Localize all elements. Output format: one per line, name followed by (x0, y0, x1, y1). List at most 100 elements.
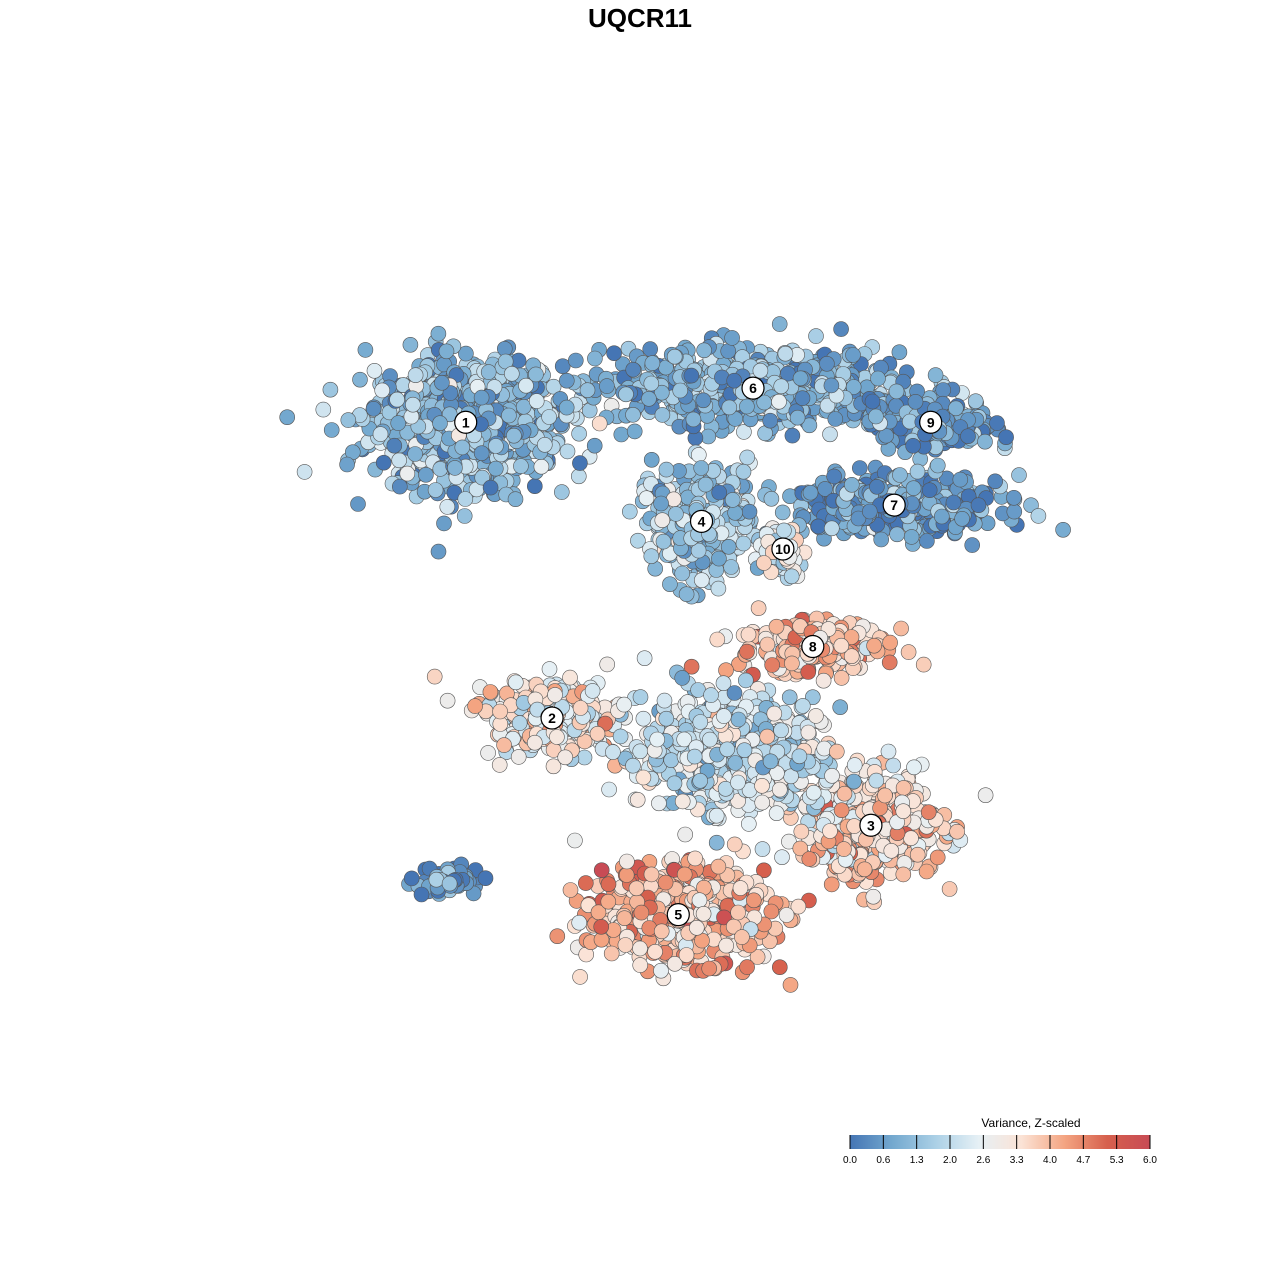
scatter-point (473, 445, 490, 462)
scatter-point (642, 341, 659, 357)
scatter-point (418, 466, 434, 483)
scatter-point (726, 372, 743, 389)
scatter-point (599, 656, 616, 673)
scatter-point (869, 478, 885, 495)
scatter-point (739, 398, 755, 415)
scatter-point (1006, 489, 1022, 506)
scatter-point (390, 415, 407, 431)
scatter-point (374, 382, 391, 399)
scatter-point (643, 548, 660, 565)
scatter-point (697, 476, 714, 493)
scatter-point (372, 426, 389, 442)
scatter-point (507, 491, 524, 508)
scatter-point (322, 381, 339, 398)
scatter-point (824, 767, 840, 784)
scatter-point (1030, 508, 1047, 524)
scatter-point (826, 468, 842, 485)
scatter-point (438, 343, 455, 360)
scatter-point (430, 543, 447, 560)
scatter-point (793, 823, 810, 840)
scatter-point (895, 780, 912, 796)
scatter-point (528, 393, 545, 409)
scatter-point (442, 385, 459, 401)
scatter-point (889, 526, 905, 543)
scatter-point (727, 504, 743, 521)
scatter-point (927, 367, 944, 383)
scatter-point (600, 876, 617, 893)
scatter-point (771, 316, 788, 332)
scatter-point (366, 362, 383, 379)
scatter-point (533, 458, 550, 475)
scatter-point (643, 451, 660, 468)
scatter-point (389, 391, 405, 408)
scatter-point (678, 586, 695, 603)
scatter-point (518, 377, 534, 394)
scatter-point (586, 437, 603, 454)
scatter-point (771, 959, 788, 976)
scatter-point (695, 392, 712, 409)
scatter-point (782, 977, 799, 993)
scatter-point (690, 447, 707, 463)
scatter-point (600, 893, 617, 910)
scatter-point (427, 482, 444, 498)
scatter-point (515, 398, 532, 415)
scatter-point (851, 460, 868, 476)
scatter-point (441, 406, 458, 423)
scatter-point (888, 383, 905, 400)
scatter-point (678, 947, 695, 963)
scatter-point (480, 364, 497, 380)
scatter-point (711, 550, 727, 567)
scatter-point (633, 904, 650, 921)
scatter-point (935, 382, 952, 398)
scatter-point (375, 454, 392, 471)
scatter-point (921, 482, 938, 499)
scatter-point (567, 352, 584, 369)
scatter-point (977, 787, 994, 804)
scatter-point (593, 918, 610, 935)
scatter-point (881, 654, 898, 671)
scatter-point (653, 923, 670, 940)
scatter-point (625, 757, 641, 774)
scatter-point (613, 426, 630, 443)
scatter-point (571, 425, 587, 442)
scatter-point (693, 572, 710, 589)
scatter-point (739, 643, 755, 660)
scatter-point (868, 772, 885, 789)
scatter-point (488, 438, 504, 454)
scatter-point (718, 937, 735, 954)
scatter-point (781, 689, 798, 706)
scatter-point (832, 699, 849, 716)
scatter-point (892, 467, 908, 483)
scatter-point (480, 745, 496, 761)
scatter-point (833, 802, 850, 819)
scatter-point (708, 834, 725, 851)
scatter-point (1006, 503, 1023, 520)
scatter-point (676, 866, 693, 883)
scatter-point (558, 372, 575, 389)
scatter-point (836, 841, 852, 857)
scatter-point (626, 423, 643, 440)
scatter-point (737, 672, 754, 689)
scatter-point (762, 412, 779, 429)
scatter-point (920, 804, 937, 821)
scatter-point (616, 696, 632, 713)
scatter-point (833, 637, 850, 654)
scatter-point (296, 464, 313, 480)
scatter-point (952, 471, 969, 488)
scatter-point (674, 565, 691, 582)
scatter-point (511, 715, 528, 731)
scatter-point (572, 969, 588, 985)
scatter-point (774, 504, 791, 521)
scatter-point (768, 805, 785, 822)
scatter-point (724, 330, 740, 346)
scatter-point (752, 362, 769, 379)
scatter-point (587, 350, 603, 367)
scatter-point (771, 393, 787, 410)
scatter-point (891, 344, 908, 361)
scatter-point (864, 393, 881, 410)
scatter-point (653, 962, 669, 979)
scatter-point (426, 668, 443, 685)
scatter-point (764, 657, 781, 673)
scatter-point (619, 853, 635, 870)
